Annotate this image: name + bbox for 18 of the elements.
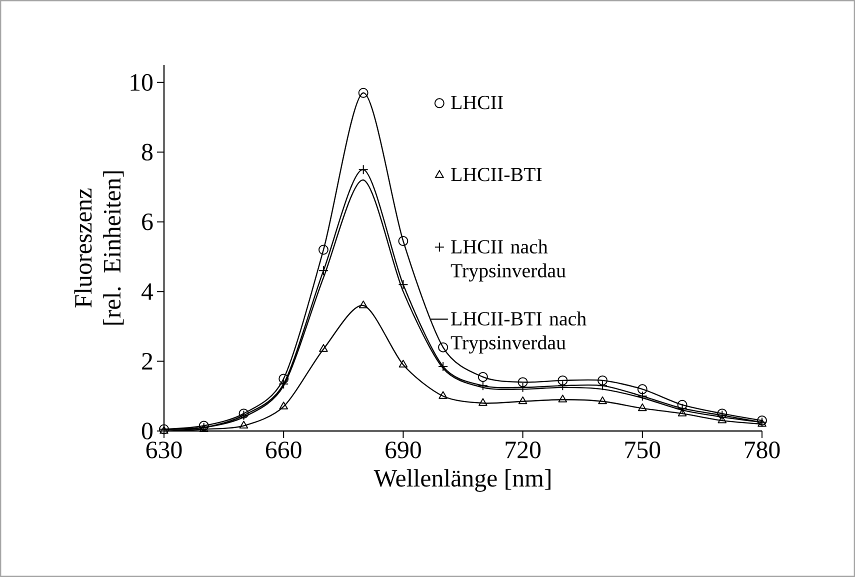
legend-label: LHCII-BTI nach Trypsinverdau [450,312,586,354]
x-tick-label: 660 [266,442,302,458]
y-tick-label: 4 [142,283,154,300]
x-tick-label: 690 [386,442,421,458]
legend-label: LHCII-BTI [451,168,542,182]
legend-label: LHCII nach Trypsinverdau [450,240,566,282]
y-tick-label: 2 [142,353,152,370]
y-axis-title: Fluoreszenz [rel. Einheiten] [74,171,124,325]
x-axis-title: Wellenlänge [nm] [374,469,550,492]
y-tick-label: 6 [142,213,153,230]
x-tick-label: 750 [625,442,660,458]
x-tick-label: 780 [744,442,780,458]
x-tick-label: 630 [146,442,182,458]
y-tick-label: 10 [130,74,153,91]
legend-label: LHCII [451,96,503,110]
y-tick-label: 0 [142,422,153,440]
x-tick-label: 720 [506,442,541,458]
y-tick-label: 8 [142,144,153,161]
